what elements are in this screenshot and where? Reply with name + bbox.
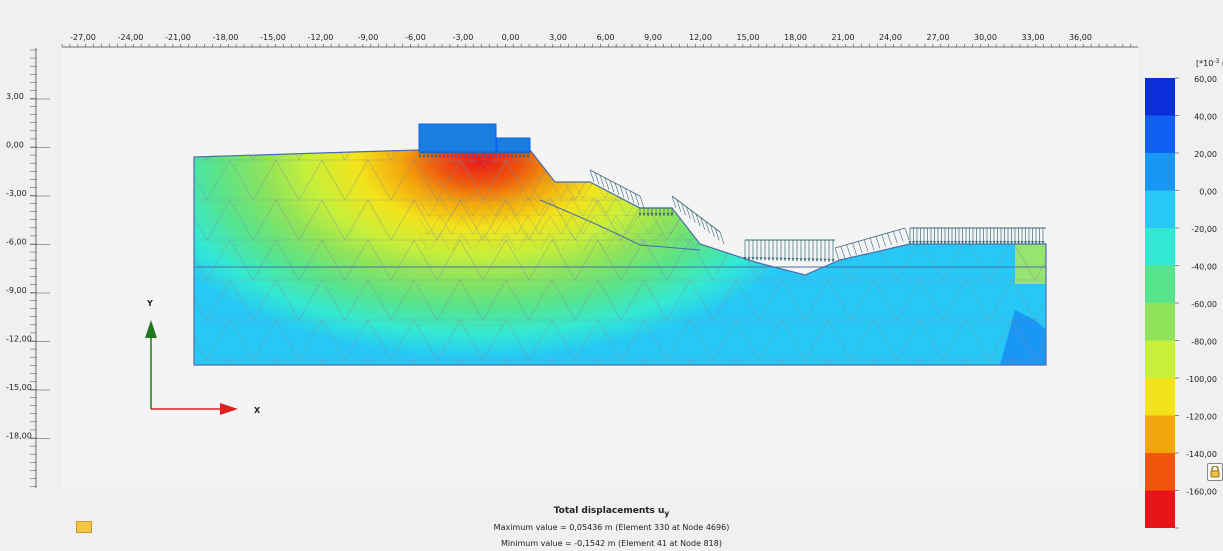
building-block-annex[interactable] — [496, 137, 531, 153]
building-block[interactable] — [418, 123, 497, 153]
legend-value: 60,00 — [1194, 75, 1217, 84]
legend-swatch — [1145, 453, 1175, 491]
y-tick-label: -9,00 — [6, 286, 27, 295]
x-tick-label: 12,00 — [689, 33, 712, 42]
interface-line — [539, 199, 701, 251]
legend-swatch — [1145, 378, 1175, 416]
y-tick-label: 3,00 — [6, 92, 24, 101]
caption-max-value: Maximum value = 0,05436 m (Element 330 a… — [493, 523, 730, 532]
legend-value: -80,00 — [1191, 338, 1217, 347]
x-tick-label: 0,00 — [502, 33, 520, 42]
distributed-loads[interactable] — [418, 152, 1047, 262]
y-tick-label: -15,00 — [6, 383, 32, 392]
y-tick-label: 0,00 — [6, 141, 24, 150]
legend-value: -100,00 — [1186, 375, 1217, 384]
x-tick-label: -27,00 — [70, 33, 96, 42]
legend-swatch — [1145, 490, 1175, 528]
legend-swatch — [1145, 190, 1175, 228]
legend-value: -20,00 — [1191, 225, 1217, 234]
legend-value: -120,00 — [1186, 413, 1217, 422]
x-tick-label: 27,00 — [927, 33, 950, 42]
x-tick-label: -15,00 — [260, 33, 286, 42]
legend-value: 40,00 — [1194, 113, 1217, 122]
x-tick-label: -12,00 — [308, 33, 334, 42]
x-tick-label: -3,00 — [453, 33, 474, 42]
y-tick-label: -6,00 — [6, 238, 27, 247]
legend-swatch — [1145, 228, 1175, 266]
axis-x-label: X — [254, 406, 261, 415]
legend-value: -40,00 — [1191, 263, 1217, 272]
x-tick-label: 33,00 — [1022, 33, 1045, 42]
x-ruler: -27,00 -24,00 -21,00 -18,00 -15,00 -12,00 -9,0… — [61, 33, 1138, 48]
legend-value: -160,00 — [1186, 488, 1217, 497]
x-tick-label: 9,00 — [644, 33, 662, 42]
x-tick-label: -18,00 — [213, 33, 239, 42]
legend-swatch — [1145, 265, 1175, 303]
legend-value: -140,00 — [1186, 450, 1217, 459]
legend-swatch — [1145, 415, 1175, 453]
caption-title: Total displacements uy — [553, 506, 670, 518]
legend-swatch — [1145, 153, 1175, 191]
folder-icon[interactable] — [76, 521, 92, 533]
x-tick-label: -24,00 — [118, 33, 144, 42]
y-tick-label: -3,00 — [6, 189, 27, 198]
legend-swatch — [1145, 303, 1175, 341]
x-tick-label: 24,00 — [879, 33, 902, 42]
legend-unit: [*10-3 m] — [1196, 58, 1223, 68]
x-tick-label: 15,00 — [737, 33, 760, 42]
x-tick-label: 3,00 — [549, 33, 567, 42]
caption-min-value: Minimum value = -0,1542 m (Element 41 at… — [501, 539, 722, 548]
axis-indicator: Y X — [145, 299, 261, 415]
legend-value: 0,00 — [1199, 188, 1217, 197]
x-tick-label: 18,00 — [784, 33, 807, 42]
y-ruler: 3,00 0,00 -3,00 -6,00 -9,00 -12,00 -15,00 -18,0… — [6, 48, 50, 488]
lock-icon[interactable] — [1207, 463, 1223, 481]
legend-swatch — [1145, 340, 1175, 378]
legend-value: -60,00 — [1191, 300, 1217, 309]
x-tick-label: 21,00 — [832, 33, 855, 42]
x-tick-label: -9,00 — [358, 33, 379, 42]
x-tick-label: -6,00 — [405, 33, 426, 42]
x-tick-label: 6,00 — [597, 33, 615, 42]
legend-swatch — [1145, 115, 1175, 153]
x-tick-label: -21,00 — [165, 33, 191, 42]
axis-y-label: Y — [146, 299, 153, 308]
x-tick-label: 30,00 — [974, 33, 997, 42]
legend-value: 20,00 — [1194, 150, 1217, 159]
legend-swatch — [1145, 78, 1175, 116]
color-legend: [*10-3 m] 60,00 40,00 20,00 0,00 -20,00 -40,0… — [1145, 58, 1223, 529]
y-tick-label: -18,00 — [6, 432, 32, 441]
x-tick-label: 36,00 — [1069, 33, 1092, 42]
y-tick-label: -12,00 — [6, 335, 32, 344]
